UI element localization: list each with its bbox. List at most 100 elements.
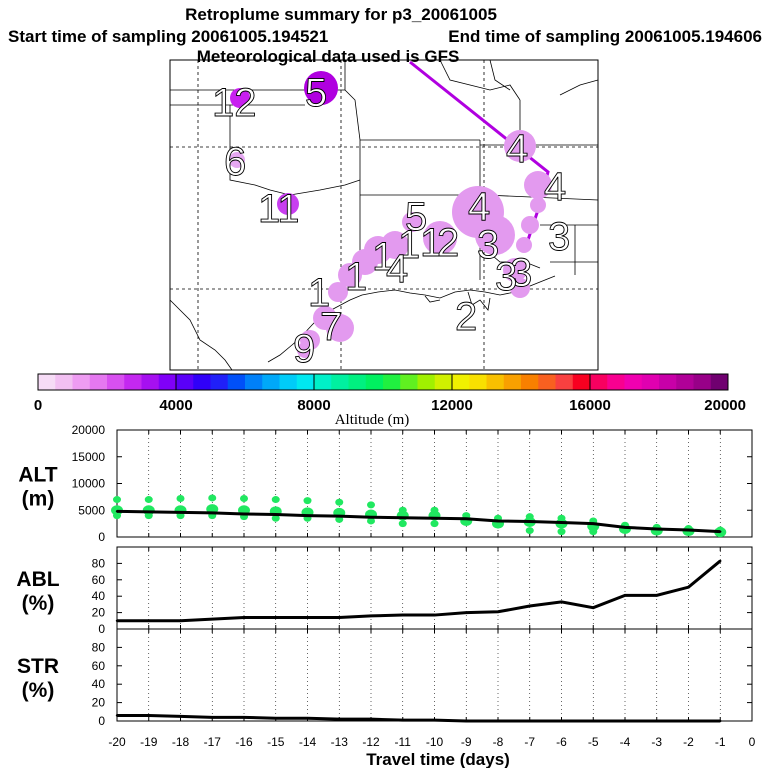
colorbar-cell [348,374,367,390]
x-tick-label: 0 [749,735,756,749]
end-time: End time of sampling 20061005.194606 [448,27,762,46]
colorbar-cell [314,374,332,390]
series-point [242,512,246,516]
x-tick-label: -3 [651,735,662,749]
series-point [274,616,277,619]
x-tick-label: -10 [426,735,444,749]
colorbar-cell [72,374,91,390]
y-axis-label: ALT [18,464,57,487]
series-point [528,604,531,608]
plume-label: 3 [477,223,499,267]
series-point [623,719,627,723]
plume-blob [510,278,530,298]
plume-label: 12 [212,81,257,125]
series-point [211,716,214,719]
series-point [242,716,246,719]
x-tick-label: -11 [395,735,412,749]
plume-label: 1 [308,271,330,315]
plume-label: 6 [224,140,246,184]
series-point [465,611,468,614]
series-point [369,516,373,519]
scatter-point [144,496,153,504]
colorbar-cell [210,374,229,390]
colorbar-cells [38,374,729,390]
time-series-panels: 20000150001000050000ALT(m)806040200ABL(%… [16,423,755,749]
x-tick-label: -20 [108,735,126,749]
y-tick-label: 20 [92,696,106,710]
colorbar-cell [124,374,142,390]
colorbar-cell [141,374,160,390]
x-tick-label: -15 [267,735,285,749]
series-point [211,617,214,621]
y-axis-label: (m) [22,488,55,511]
series-point [687,585,690,589]
plume-label: 2 [455,295,477,339]
colorbar-cell [89,374,108,390]
series-point [369,717,373,721]
y-tick-label: 0 [98,714,105,728]
y-axis-label: STR [17,655,59,678]
plume-label: 5 [305,71,327,115]
series-point [115,510,119,513]
y-tick-label: 0 [98,622,105,636]
series-point [719,530,722,533]
plume-label: 1 [420,221,442,265]
plume-blob [504,130,536,162]
y-tick-label: 40 [92,589,106,603]
plume-blob [516,237,532,253]
scatter-point [176,494,185,502]
scatter-point [240,494,248,502]
colorbar-cell [676,374,694,390]
scatter-point [398,520,407,528]
plume-label: 3 [510,251,532,295]
series-line-abl [117,559,722,623]
series-point [655,719,658,723]
y-tick-label: 80 [92,556,106,570]
colorbar-cell [693,374,712,390]
plume-blob [229,152,245,168]
y-tick-label: 20000 [72,423,106,437]
series-point [465,517,468,521]
plume-blob [475,215,515,255]
series-point [496,519,500,523]
series-point [211,511,214,515]
scatter-point [367,501,375,509]
plume-blob [521,216,539,234]
series-point [115,714,119,717]
colorbar-tick-label: 12000 [431,397,473,414]
series-point [687,719,690,723]
series-point [528,719,531,723]
plume-label: 5 [405,195,427,239]
plume-label: 9 [293,327,315,371]
plume-blob [277,193,299,215]
colorbar-cell [486,374,505,390]
plume-blob [503,258,527,282]
x-tick-label: -12 [362,735,380,749]
x-axis-label: Travel time (days) [366,750,510,768]
plume-blobs [229,71,552,358]
x-tick-label: -17 [204,735,222,749]
colorbar-cell [624,374,643,390]
series-point [179,511,182,514]
series-point [274,717,277,720]
colorbar-cell [262,374,280,390]
plume-label: 4 [506,127,528,171]
plume-label: 3 [548,215,570,259]
plume-label: 7 [320,305,342,349]
colorbar-cell [538,374,556,390]
start-time: Start time of sampling 20061005.194521 [8,27,328,46]
y-tick-label: 60 [92,573,106,587]
series-point [147,714,150,717]
series-point [274,513,277,516]
scatter-point [589,528,598,536]
series-point [179,619,182,622]
colorbar-cell [607,374,625,390]
y-axis-label: (%) [22,592,55,615]
colorbar-tick-label: 4000 [159,397,192,414]
series-point [465,719,468,723]
colorbar-ticks: 0 4000 8000 12000 16000 20000 [34,374,746,414]
x-tick-label: -18 [172,735,190,749]
map-panel: 12 5 6 11 4 4 3 5 4 1 1 2 3 3 1 1 4 3 2 … [169,47,599,371]
series-point [592,719,595,723]
series-point [401,516,404,519]
